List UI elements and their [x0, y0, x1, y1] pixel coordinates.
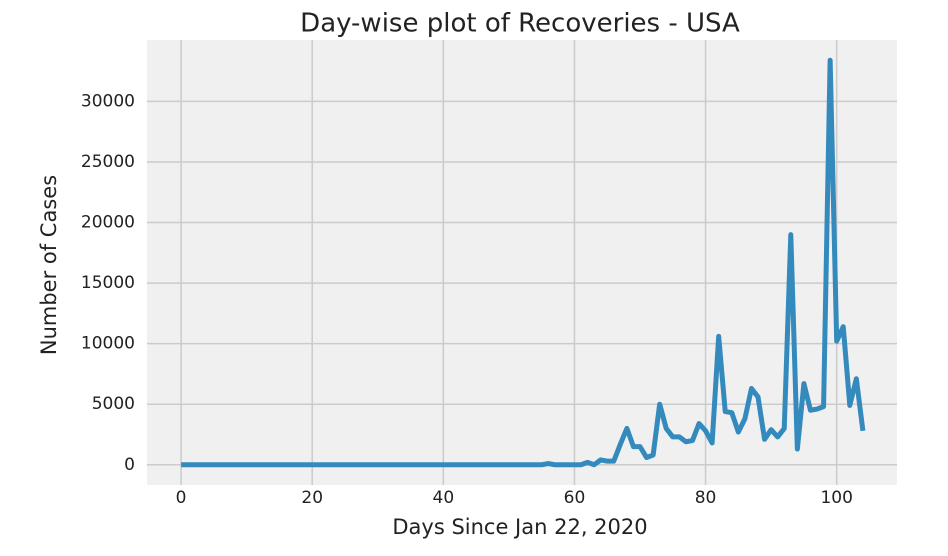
- x-axis-label: Days Since Jan 22, 2020: [392, 515, 647, 539]
- data-line: [181, 57, 866, 468]
- x-tick-label: 0: [176, 488, 187, 508]
- plot-background: [147, 40, 897, 485]
- x-tick-label: 100: [820, 488, 852, 508]
- y-tick-label: 15000: [81, 273, 135, 293]
- x-tick-label: 20: [301, 488, 323, 508]
- x-tick-label: 60: [564, 488, 586, 508]
- x-tick-label: 80: [695, 488, 717, 508]
- y-tick-label: 10000: [81, 334, 135, 354]
- y-tick-label: 0: [124, 455, 135, 475]
- chart-title: Day-wise plot of Recoveries - USA: [300, 9, 740, 39]
- y-tick-label: 30000: [81, 91, 135, 111]
- y-tick-label: 25000: [81, 152, 135, 172]
- x-tick-label: 40: [433, 488, 455, 508]
- y-axis-label: Number of Cases: [37, 175, 61, 355]
- y-tick-label: 20000: [81, 213, 135, 233]
- y-tick-label: 5000: [92, 394, 135, 414]
